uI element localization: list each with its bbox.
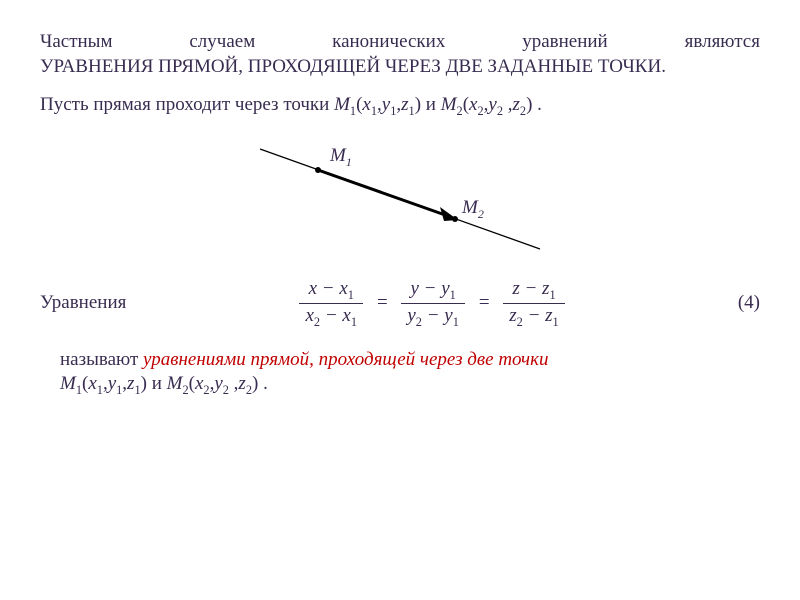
fraction-1: x − x1 x2 − x1 bbox=[299, 277, 363, 330]
word: канонических bbox=[332, 30, 445, 55]
var: x bbox=[88, 373, 96, 394]
text: Пусть прямая проходит через точки bbox=[40, 94, 334, 115]
fraction-2: y − y1 y2 − y1 bbox=[401, 277, 465, 330]
equation-body: x − x1 x2 − x1 = y − y1 y2 − y1 = z − z1… bbox=[126, 277, 737, 330]
text: и bbox=[147, 373, 167, 394]
diagram-svg: M1 M2 bbox=[230, 129, 570, 259]
equals-sign: = bbox=[372, 291, 393, 316]
intro-line2: УРАВНЕНИЯ ПРЯМОЙ, ПРОХОДЯЩЕЙ ЧЕРЕЗ ДВЕ З… bbox=[40, 56, 666, 77]
fraction-3: z − z1 z2 − z1 bbox=[503, 277, 564, 330]
text: называют bbox=[60, 349, 143, 370]
point-m1 bbox=[315, 167, 321, 173]
equation-row: Уравнения x − x1 x2 − x1 = y − y1 y2 − y… bbox=[40, 277, 760, 330]
word: Частным bbox=[40, 30, 112, 55]
sub: 2 bbox=[223, 383, 229, 397]
point-m2 bbox=[452, 216, 458, 222]
equation-number: (4) bbox=[738, 291, 760, 316]
word: являются bbox=[685, 30, 760, 55]
symbol-M1: M bbox=[334, 94, 350, 115]
text: . bbox=[258, 373, 268, 394]
var: y bbox=[214, 373, 222, 394]
paragraph-conclusion: называют уравнениями прямой, проходящей … bbox=[60, 348, 760, 399]
line-diagram: M1 M2 bbox=[40, 129, 760, 267]
var: y bbox=[382, 94, 390, 115]
var: x bbox=[362, 94, 370, 115]
symbol-M1: M bbox=[60, 373, 76, 394]
var: z bbox=[238, 373, 245, 394]
equation-label: Уравнения bbox=[40, 291, 126, 316]
symbol-M2: M bbox=[441, 94, 457, 115]
text: . bbox=[532, 94, 542, 115]
highlighted-term: уравнениями прямой, проходящей через две… bbox=[143, 349, 548, 370]
equals-sign: = bbox=[474, 291, 495, 316]
word: уравнений bbox=[522, 30, 608, 55]
text: и bbox=[421, 94, 441, 115]
symbol-M2: M bbox=[167, 373, 183, 394]
paragraph-intro: Частным случаем канонических уравнений я… bbox=[40, 30, 760, 79]
var: z bbox=[401, 94, 408, 115]
var: y bbox=[488, 94, 496, 115]
word: случаем bbox=[189, 30, 255, 55]
vector-line bbox=[318, 170, 448, 216]
label-m1: M1 bbox=[329, 145, 352, 169]
label-m2: M2 bbox=[461, 197, 484, 221]
paragraph-points: Пусть прямая проходит через точки M1(x1,… bbox=[40, 93, 760, 119]
var: z bbox=[513, 94, 520, 115]
var: y bbox=[108, 373, 116, 394]
